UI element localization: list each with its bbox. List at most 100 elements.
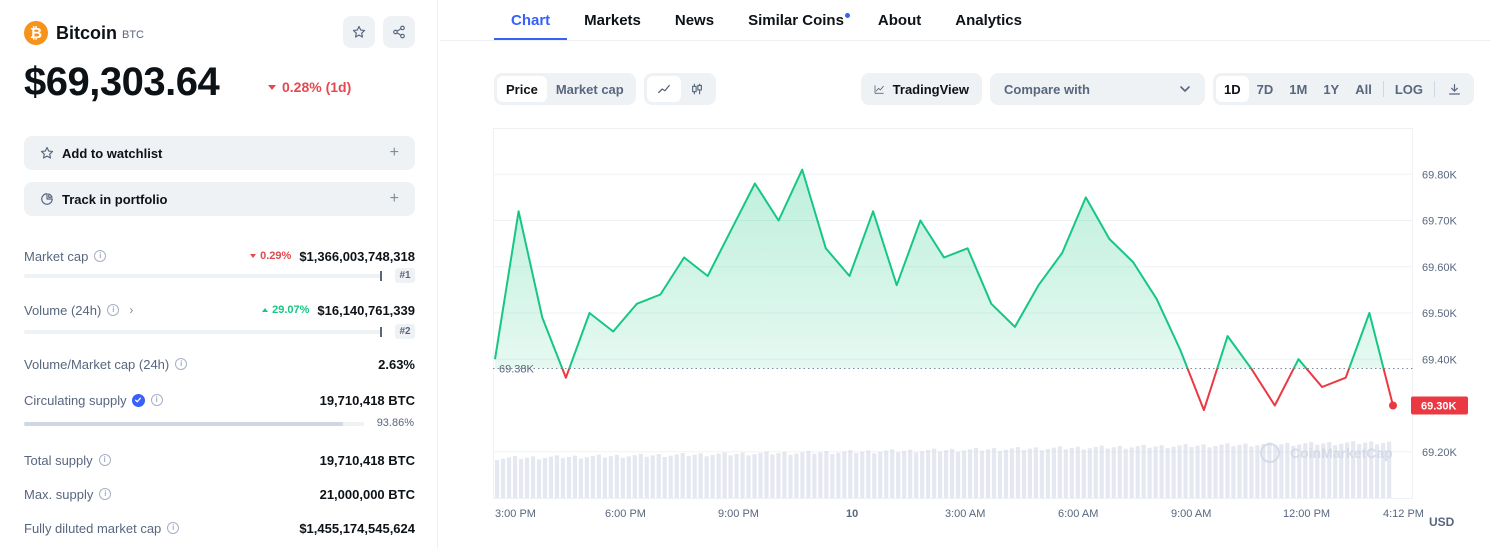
add-to-watchlist-label: Add to watchlist xyxy=(62,145,163,161)
info-icon[interactable]: i xyxy=(175,358,188,370)
volume-bar xyxy=(590,455,595,498)
info-icon[interactable]: i xyxy=(107,304,120,316)
track-in-portfolio-label: Track in portfolio xyxy=(62,191,168,207)
volume-bar xyxy=(1129,447,1134,498)
volume-bar xyxy=(788,454,793,498)
info-icon[interactable]: i xyxy=(167,522,180,534)
chevron-down-icon xyxy=(1180,86,1190,92)
add-to-watchlist-button[interactable]: Add to watchlist + xyxy=(24,136,415,170)
volume-bar xyxy=(1105,448,1110,498)
y-tick-label: 69.20K xyxy=(1422,447,1458,459)
info-icon[interactable]: i xyxy=(98,454,111,466)
circulating-percent: 93.86% xyxy=(376,417,414,429)
volume-bar xyxy=(1195,445,1200,498)
log-scale-toggle[interactable]: LOG xyxy=(1394,81,1424,97)
volume-bar xyxy=(991,448,997,498)
tab-similar-coins[interactable]: Similar Coins xyxy=(731,0,861,40)
y-tick-label: 69.60K xyxy=(1422,262,1458,274)
range-1d[interactable]: 1D xyxy=(1216,76,1249,102)
circulating-supply-fill xyxy=(24,422,344,426)
volume-value: $16,140,761,339 xyxy=(317,302,415,318)
total-supply-label: Total supply xyxy=(24,452,93,468)
volume-bar xyxy=(572,455,578,498)
volume-bar xyxy=(1321,443,1326,498)
price-option[interactable]: Price xyxy=(497,76,547,102)
tradingview-button[interactable]: TradingView xyxy=(861,73,982,105)
share-button[interactable] xyxy=(383,16,415,48)
range-1y[interactable]: 1Y xyxy=(1323,81,1340,97)
star-icon xyxy=(40,146,54,159)
volume-bar xyxy=(944,450,949,498)
volume-bar xyxy=(824,451,829,498)
range-all[interactable]: All xyxy=(1355,81,1372,97)
compare-with-placeholder: Compare with xyxy=(1004,81,1090,97)
volume-bar xyxy=(1237,444,1242,498)
info-icon[interactable]: i xyxy=(99,488,112,500)
volume-bar xyxy=(866,450,871,498)
line-chart-button[interactable] xyxy=(647,76,681,102)
market-cap-change: 0.29% xyxy=(250,250,291,262)
range-1m[interactable]: 1M xyxy=(1289,81,1308,97)
watchlist-star-button[interactable] xyxy=(343,16,375,48)
fdv-value: $1,455,174,545,624 xyxy=(299,520,415,536)
volume-bar xyxy=(704,456,709,498)
volume-bar xyxy=(608,456,613,498)
volume-bar xyxy=(776,453,781,498)
tab-chart[interactable]: Chart xyxy=(494,0,568,40)
price-chart[interactable]: CoinMarketCap 69.38K 69.80K69.70K69.60K6… xyxy=(493,128,1491,549)
info-icon[interactable]: i xyxy=(150,394,163,406)
volume-bar xyxy=(1267,442,1272,498)
volume-bar xyxy=(1207,447,1212,498)
x-tick-label: 3:00 AM xyxy=(945,508,985,520)
x-tick-label: 12:00 PM xyxy=(1283,508,1330,520)
volume-bar xyxy=(758,452,763,498)
tab-about[interactable]: About xyxy=(861,0,938,40)
baseline-label: 69.38K xyxy=(499,364,535,376)
volume-bar xyxy=(1075,446,1080,498)
info-icon[interactable]: i xyxy=(94,250,107,262)
volume-bar xyxy=(1201,444,1206,498)
coin-tabs: Chart Markets News Similar Coins About A… xyxy=(494,0,1039,40)
volume-bar xyxy=(518,458,524,498)
volume-bar xyxy=(728,455,733,498)
volume-bar xyxy=(932,448,937,498)
volume-bar xyxy=(500,458,506,498)
y-tick-label: 69.50K xyxy=(1422,308,1458,320)
range-7d[interactable]: 7D xyxy=(1256,81,1274,97)
tab-markets[interactable]: Markets xyxy=(567,0,658,40)
volume-bar xyxy=(1183,444,1188,498)
volume-bar xyxy=(908,449,913,498)
price-change-1d: 0.28% (1d) xyxy=(268,79,351,95)
stat-circulating-supply: Circulating supply i 19,710,418 BTC xyxy=(24,390,415,410)
volume-bar xyxy=(638,453,643,498)
market-cap-rank: #1 xyxy=(395,268,415,283)
candlestick-chart-button[interactable] xyxy=(681,76,713,102)
chart-trend-icon xyxy=(874,85,884,94)
tab-news[interactable]: News xyxy=(658,0,731,40)
market-cap-option[interactable]: Market cap xyxy=(555,81,624,97)
volume-bars xyxy=(495,441,1392,498)
x-tick-label: 9:00 AM xyxy=(1171,508,1211,520)
volume-bar xyxy=(650,455,655,498)
volume-bar xyxy=(1141,444,1146,498)
volume-bar xyxy=(938,451,943,498)
tab-chart-label: Chart xyxy=(511,11,551,29)
total-supply-value: 19,710,418 BTC xyxy=(319,452,415,468)
volume-bar xyxy=(734,453,739,498)
compare-with-dropdown[interactable]: Compare with xyxy=(990,73,1205,105)
volume-bar xyxy=(1165,448,1170,498)
chevron-right-icon[interactable]: › xyxy=(129,303,134,317)
track-in-portfolio-button[interactable]: Track in portfolio + xyxy=(24,182,415,216)
volume-bar xyxy=(1117,445,1122,498)
down-arrow-icon xyxy=(250,254,257,258)
market-cap-rank-bar xyxy=(24,271,382,281)
volume-bar xyxy=(1111,447,1116,498)
volume-bar xyxy=(596,454,601,498)
volume-bar xyxy=(926,449,931,498)
volume-bar xyxy=(698,453,703,498)
volume-bar xyxy=(710,454,715,498)
volume-bar xyxy=(1057,446,1062,498)
tab-analytics[interactable]: Analytics xyxy=(938,0,1039,40)
download-button[interactable] xyxy=(1438,76,1471,102)
volume-bar xyxy=(530,456,536,498)
